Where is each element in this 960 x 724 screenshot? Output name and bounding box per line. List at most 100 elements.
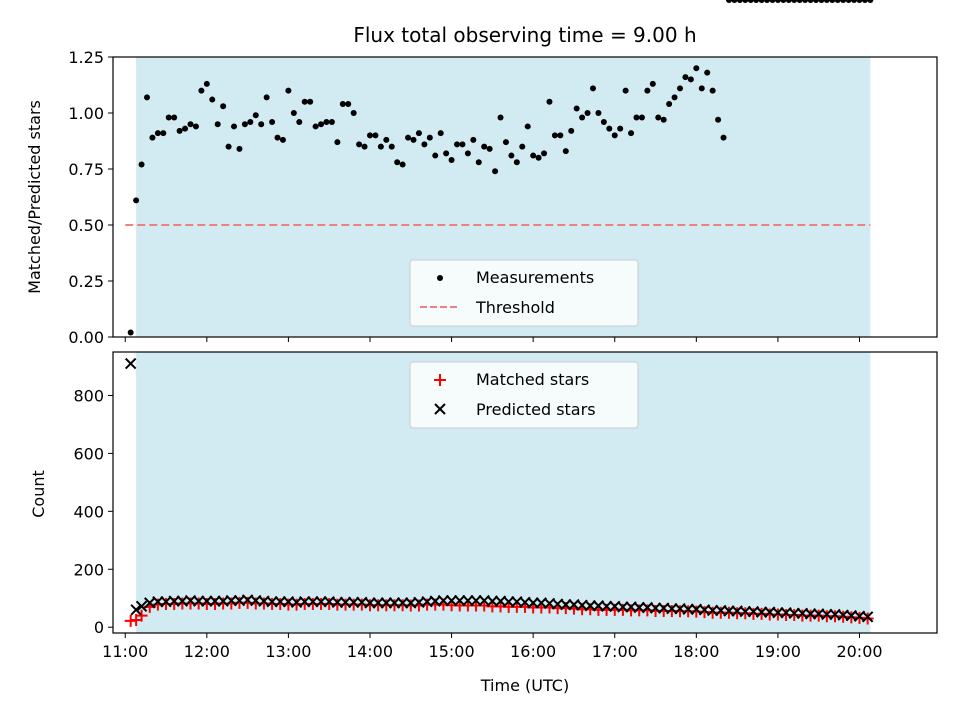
x-tick-label: 19:00 <box>755 642 801 661</box>
bottom-y-axis-label: Count <box>29 470 48 518</box>
measurement-point <box>415 130 422 137</box>
measurement-point <box>764 0 771 3</box>
measurement-point <box>410 136 417 143</box>
measurement-point <box>225 143 232 150</box>
measurement-point <box>426 134 433 141</box>
measurement-point <box>247 118 254 125</box>
measurement-point <box>758 0 765 3</box>
measurement-point <box>557 132 564 139</box>
bottom-axes-frame <box>112 351 938 634</box>
predicted-star-point <box>274 596 286 608</box>
measurement-point <box>138 161 145 168</box>
measurement-point <box>345 101 352 108</box>
measurement-point <box>383 136 390 143</box>
measurement-point <box>747 0 754 3</box>
measurement-point <box>443 150 450 157</box>
measurement-point <box>231 123 238 130</box>
measurement-point <box>176 127 183 134</box>
measurement-point <box>209 96 216 103</box>
measurement-point <box>693 65 700 72</box>
predicted-star-point <box>772 607 784 619</box>
predicted-star-point <box>152 596 164 608</box>
measurement-point <box>584 110 591 116</box>
measurement-point <box>372 132 379 139</box>
measurement-point <box>274 134 281 141</box>
measurement-point <box>600 118 607 125</box>
measurement-point <box>519 143 526 150</box>
predicted-star-point <box>633 601 645 614</box>
predicted-star-point <box>396 597 409 609</box>
measurement-point <box>573 105 580 112</box>
measurement-point <box>829 0 836 3</box>
measurement-point <box>470 136 477 143</box>
predicted-star-point <box>168 595 180 607</box>
bottom-legend-frame <box>409 361 639 429</box>
bottom-panel: 0 200 400 600 800 11:00 12:00 13:00 14:00 15:00 16… <box>73 351 938 661</box>
measurement-point <box>595 110 602 116</box>
top-panel: 0.00 0.25 0.50 0.75 1.00 1.25 <box>68 0 938 347</box>
measurement-point <box>481 143 488 150</box>
legend-predicted-marker <box>434 403 446 415</box>
measurement-point <box>285 87 292 94</box>
x-tick-label: 13:00 <box>265 642 311 661</box>
predicted-star-point <box>388 597 401 609</box>
measurement-point <box>377 143 384 150</box>
predicted-star-point <box>600 600 613 613</box>
measurement-point <box>845 0 852 3</box>
measurement-point <box>421 141 428 148</box>
measurement-point <box>405 134 412 141</box>
measurement-point <box>318 121 325 128</box>
predicted-star-point <box>861 611 874 623</box>
measurement-point <box>454 141 461 148</box>
predicted-star-point <box>617 601 629 613</box>
measurement-point <box>867 0 874 3</box>
legend-threshold-label: Threshold <box>475 298 555 317</box>
measurement-point <box>834 0 841 3</box>
predicted-star-point <box>364 597 376 609</box>
measurement-point <box>774 0 781 3</box>
measurement-point <box>780 0 787 3</box>
measurement-point <box>301 98 308 105</box>
measurement-point <box>682 74 689 81</box>
measurement-point <box>127 329 134 336</box>
bottom-y-tick-label: 800 <box>73 386 104 405</box>
top-axes-frame <box>112 56 938 338</box>
predicted-star-point <box>755 606 768 618</box>
measurement-point <box>133 197 140 204</box>
measurement-point <box>666 101 673 108</box>
measurement-point <box>366 132 373 139</box>
measurement-point <box>241 121 248 128</box>
top-y-tick-label: 0.25 <box>68 272 104 291</box>
measurement-point <box>791 0 798 3</box>
measurement-point <box>263 94 270 101</box>
measurement-point <box>725 0 732 3</box>
measurement-point <box>252 112 259 119</box>
predicted-star-point <box>339 596 352 609</box>
measurement-point <box>307 98 314 105</box>
top-legend: Measurements Threshold <box>409 259 639 327</box>
measurement-point <box>432 152 439 159</box>
top-y-tick-label: 0.00 <box>68 328 104 347</box>
measurement-point <box>611 132 618 139</box>
predicted-star-point <box>470 594 482 607</box>
measurement-point <box>823 0 830 3</box>
matched-star-point <box>861 612 874 625</box>
predicted-star-point <box>649 602 662 614</box>
measurement-point <box>399 161 406 168</box>
chart-title: Flux total observing time = 9.00 h <box>353 23 696 47</box>
predicted-star-point <box>739 605 751 618</box>
legend-measurements-marker <box>437 275 443 281</box>
measurement-point <box>840 0 847 3</box>
measurement-point <box>530 152 537 159</box>
measurement-point <box>649 80 656 87</box>
bottom-y-tick-label: 400 <box>73 502 104 521</box>
measurement-point <box>704 69 711 76</box>
measurement-point <box>513 159 520 166</box>
x-tick-label: 18:00 <box>673 642 719 661</box>
measurement-point <box>551 132 558 139</box>
predicted-star-point <box>209 595 221 607</box>
measurement-point <box>388 143 395 150</box>
predicted-star-point <box>804 608 817 620</box>
measurement-point <box>579 114 586 121</box>
measurement-point <box>508 152 515 159</box>
